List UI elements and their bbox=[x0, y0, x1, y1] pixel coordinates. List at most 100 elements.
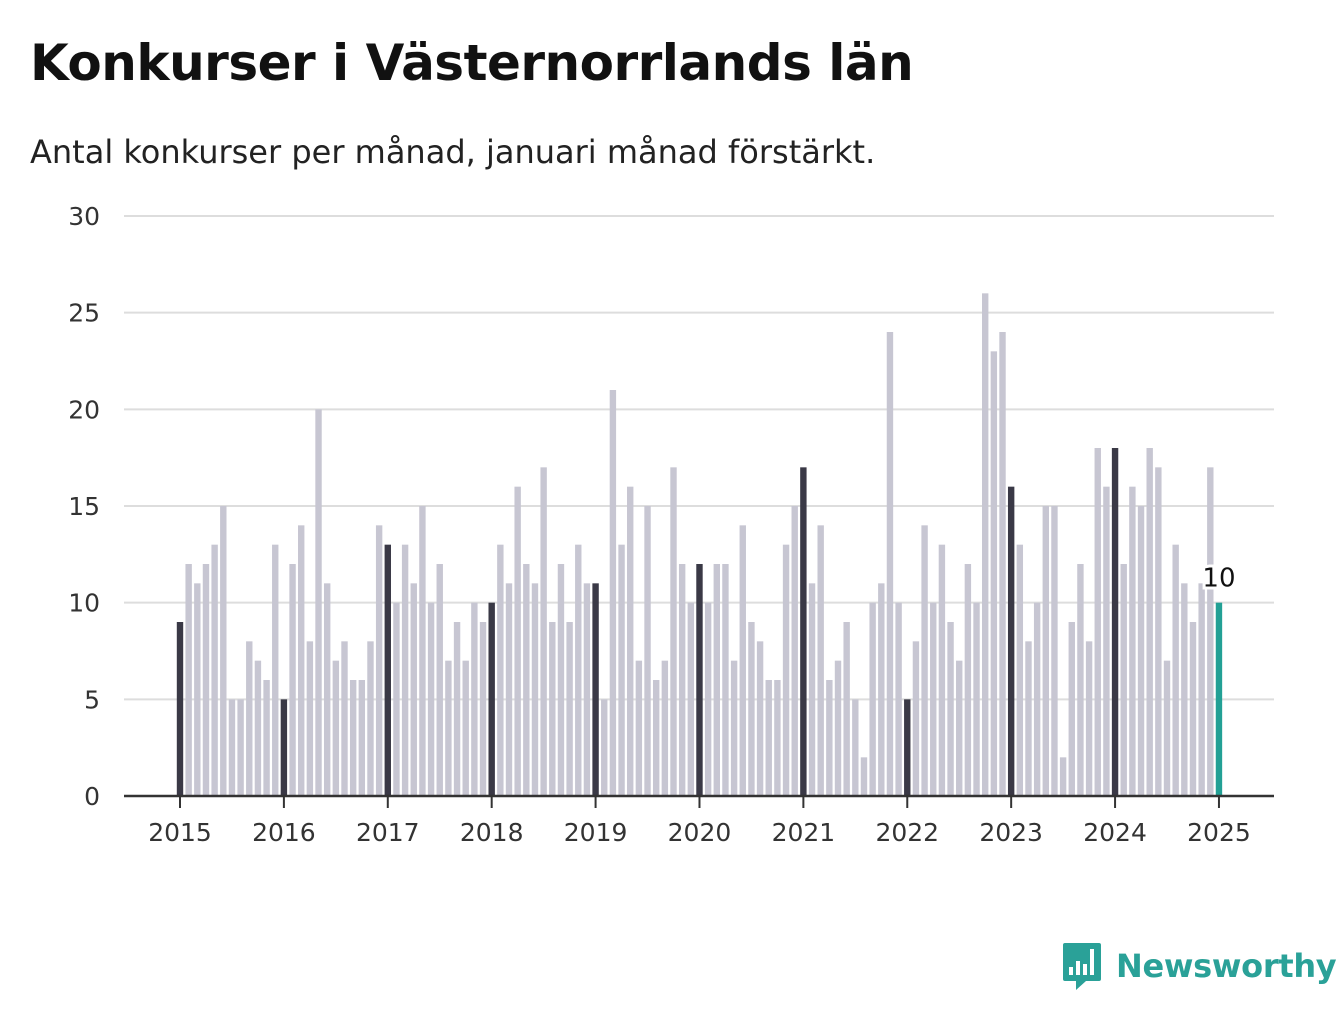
bar bbox=[1085, 641, 1093, 796]
bar bbox=[575, 544, 582, 796]
bar bbox=[211, 544, 218, 796]
bar bbox=[1163, 660, 1171, 796]
bar bbox=[687, 602, 695, 796]
bar-january bbox=[488, 602, 495, 796]
bar-january bbox=[592, 583, 599, 796]
bar bbox=[453, 622, 461, 796]
bar bbox=[1077, 564, 1084, 796]
x-tick-label: 2023 bbox=[979, 818, 1043, 847]
bar bbox=[289, 564, 296, 796]
bar bbox=[514, 486, 521, 796]
bar bbox=[1181, 583, 1188, 796]
bar bbox=[1068, 622, 1075, 796]
bar bbox=[1155, 467, 1162, 796]
x-tick-label: 2019 bbox=[564, 818, 628, 847]
bar bbox=[756, 641, 764, 796]
bar bbox=[601, 699, 608, 796]
bar bbox=[730, 660, 738, 796]
bar bbox=[938, 544, 946, 796]
bar bbox=[401, 544, 409, 796]
bar bbox=[1025, 641, 1032, 796]
chart-subtitle: Antal konkurser per månad, januari månad… bbox=[30, 133, 876, 171]
bar bbox=[739, 525, 746, 796]
bar-january bbox=[280, 699, 288, 796]
bar bbox=[1146, 448, 1153, 796]
bar bbox=[1042, 506, 1049, 796]
bar bbox=[237, 699, 244, 796]
bar bbox=[678, 564, 686, 796]
x-axis-ticks bbox=[179, 796, 1220, 808]
brand-name: Newsworthy bbox=[1116, 947, 1337, 985]
x-tick-label: 2016 bbox=[252, 818, 316, 847]
x-tick-label: 2024 bbox=[1083, 818, 1147, 847]
x-tick-label: 2017 bbox=[356, 818, 420, 847]
bar bbox=[973, 602, 980, 796]
x-tick-label: 2022 bbox=[875, 818, 939, 847]
bar bbox=[1103, 486, 1110, 796]
x-tick-label: 2018 bbox=[460, 818, 524, 847]
bar bbox=[956, 660, 963, 796]
bar bbox=[471, 602, 478, 796]
chart-title: Konkurser i Västernorrlands län bbox=[30, 34, 914, 92]
y-tick-label: 10 bbox=[68, 589, 100, 618]
bar bbox=[427, 602, 435, 796]
x-axis-labels: 2015 2016 2017 2018 2019 2020 2021 2022 2023 2024… bbox=[148, 818, 1251, 847]
bar bbox=[964, 564, 972, 796]
newsworthy-logo-icon bbox=[1063, 943, 1101, 990]
bar bbox=[652, 680, 660, 796]
bar bbox=[774, 680, 781, 796]
bar bbox=[1129, 486, 1136, 796]
bar bbox=[358, 680, 366, 796]
bar-january bbox=[904, 699, 911, 796]
bar bbox=[826, 680, 833, 796]
bar bbox=[479, 622, 487, 796]
bar bbox=[817, 525, 824, 796]
bar bbox=[1016, 544, 1024, 796]
bar bbox=[834, 660, 842, 796]
bar bbox=[791, 506, 798, 796]
bar bbox=[523, 564, 530, 796]
bar bbox=[921, 525, 928, 796]
bar bbox=[1207, 467, 1214, 796]
bar bbox=[540, 467, 547, 796]
bar bbox=[1189, 622, 1197, 796]
bar bbox=[246, 641, 253, 796]
bar bbox=[375, 525, 383, 796]
bar bbox=[566, 622, 573, 796]
y-tick-label: 15 bbox=[68, 492, 100, 521]
bar bbox=[748, 622, 755, 796]
bar bbox=[367, 641, 374, 796]
bar-january bbox=[1111, 448, 1119, 796]
bar-january bbox=[176, 622, 184, 796]
bar bbox=[843, 622, 850, 796]
bars bbox=[176, 293, 1223, 796]
bar bbox=[194, 583, 201, 796]
bar bbox=[912, 641, 920, 796]
latest-value-label: 10 bbox=[1202, 564, 1235, 594]
bar bbox=[436, 564, 443, 796]
bar bbox=[670, 467, 677, 796]
y-tick-label: 20 bbox=[68, 395, 100, 424]
bar bbox=[349, 680, 357, 796]
bar bbox=[782, 544, 790, 796]
bar-january bbox=[800, 467, 807, 796]
bar bbox=[505, 583, 513, 796]
bar bbox=[722, 564, 729, 796]
bar bbox=[895, 602, 902, 796]
bar bbox=[228, 699, 236, 796]
bar bbox=[419, 506, 426, 796]
bar bbox=[1051, 506, 1058, 796]
bar bbox=[445, 660, 452, 796]
bar bbox=[272, 544, 279, 796]
bar bbox=[549, 622, 556, 796]
bar bbox=[254, 660, 262, 796]
bar bbox=[1033, 602, 1041, 796]
bar bbox=[878, 583, 885, 796]
x-tick-label: 2015 bbox=[148, 818, 212, 847]
bar bbox=[635, 660, 643, 796]
bar bbox=[531, 583, 539, 796]
bar bbox=[1137, 506, 1145, 796]
bar-january bbox=[1007, 486, 1015, 796]
bar bbox=[497, 544, 504, 796]
